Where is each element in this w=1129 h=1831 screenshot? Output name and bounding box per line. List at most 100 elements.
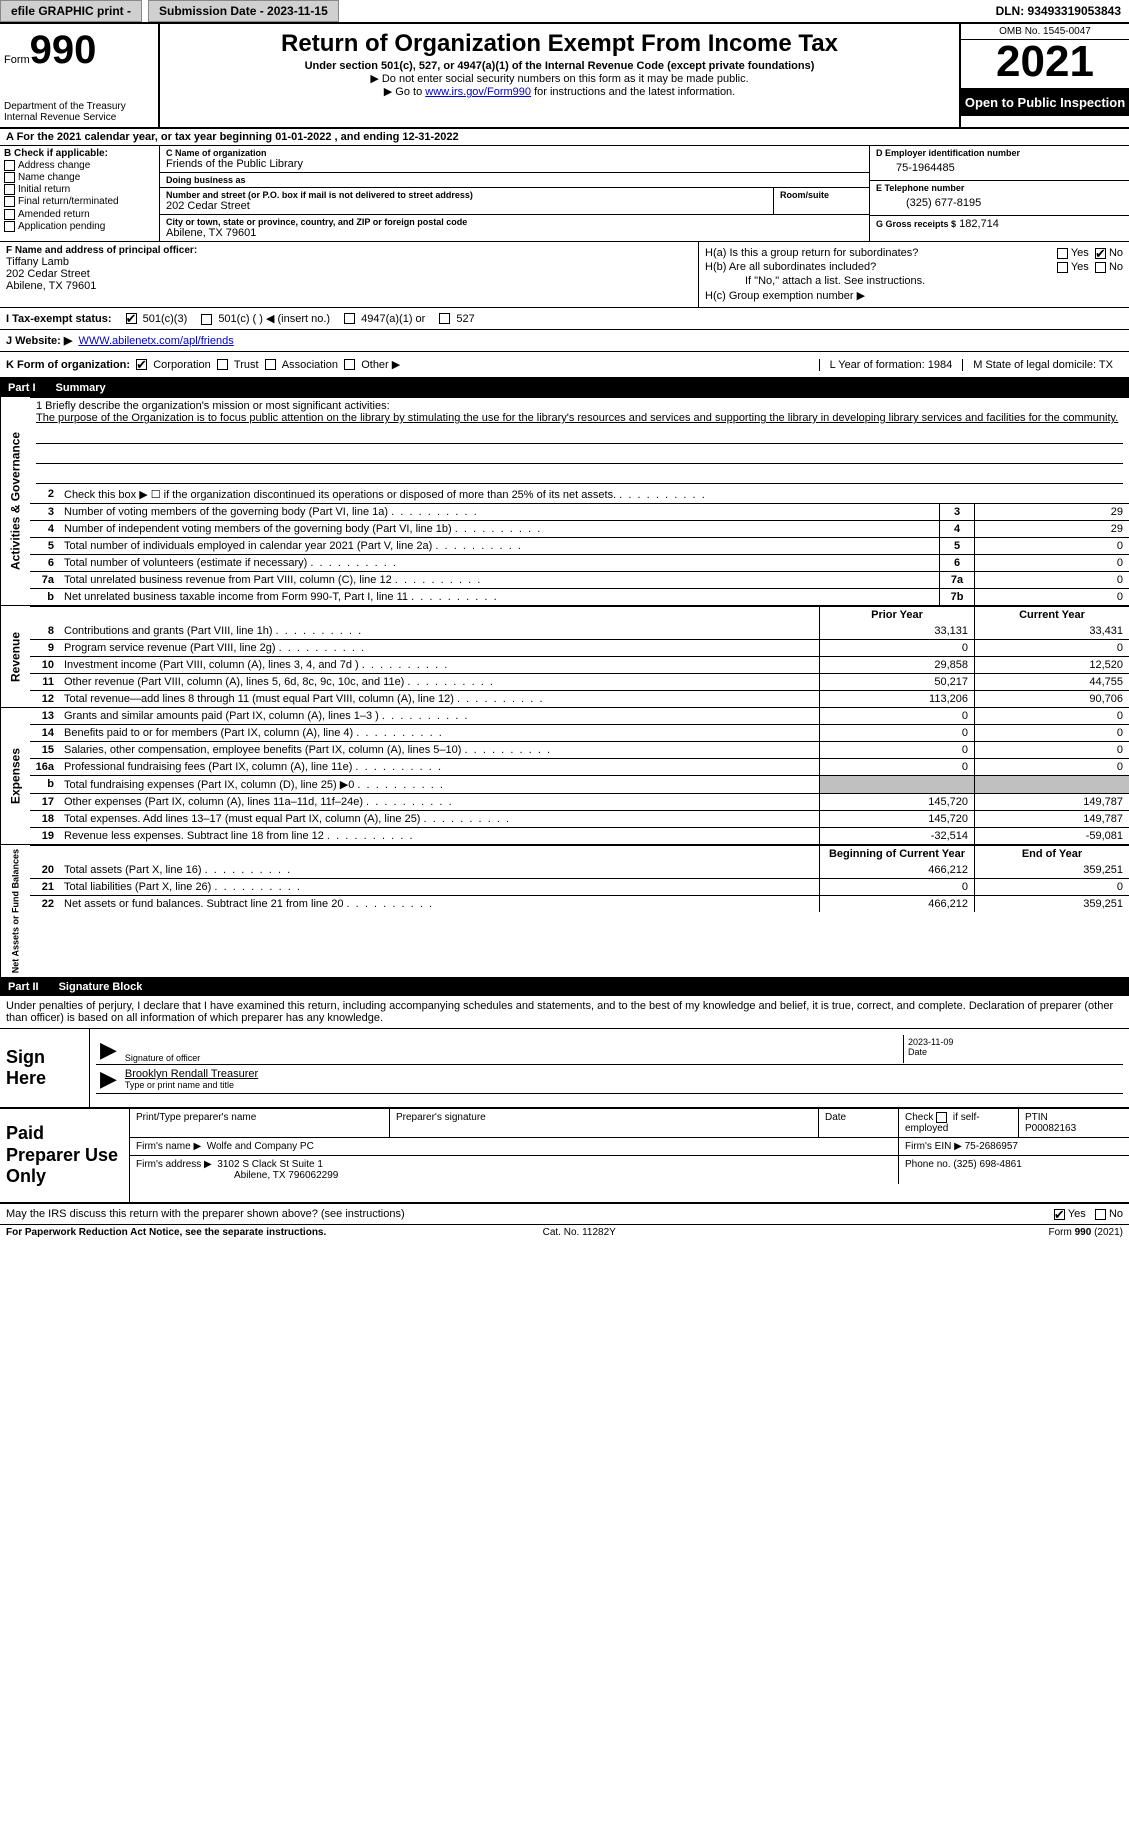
phone-value: (325) 677-8195 bbox=[876, 193, 1123, 213]
arrow-icon: ▶ bbox=[96, 1037, 121, 1063]
officer-addr2: Abilene, TX 79601 bbox=[6, 280, 692, 292]
section-net-assets: Net Assets or Fund Balances Beginning of… bbox=[0, 845, 1129, 978]
form-number: Form990 bbox=[4, 28, 154, 73]
gross-value: 182,714 bbox=[959, 218, 999, 230]
chk-app-pending[interactable]: Application pending bbox=[4, 221, 155, 232]
summary-line: bNet unrelated business taxable income f… bbox=[30, 588, 1129, 605]
summary-line: 12Total revenue—add lines 8 through 11 (… bbox=[30, 690, 1129, 707]
chk-501c3[interactable] bbox=[126, 313, 137, 324]
chk-name-change[interactable]: Name change bbox=[4, 172, 155, 183]
discuss-no[interactable] bbox=[1095, 1209, 1106, 1220]
ha-yes[interactable] bbox=[1057, 248, 1068, 259]
ptin-value: P00082163 bbox=[1025, 1123, 1123, 1134]
summary-line: 5Total number of individuals employed in… bbox=[30, 537, 1129, 554]
part2-header: Part II Signature Block bbox=[0, 978, 1129, 996]
officer-label: F Name and address of principal officer: bbox=[6, 245, 692, 256]
summary-line: 2Check this box ▶ ☐ if the organization … bbox=[30, 486, 1129, 503]
firm-name-label: Firm's name ▶ bbox=[136, 1141, 201, 1152]
form-of-org-row: K Form of organization: Corporation Trus… bbox=[0, 352, 1129, 379]
chk-trust[interactable] bbox=[217, 359, 228, 370]
dept-treasury: Department of the Treasury bbox=[4, 101, 154, 112]
discuss-row: May the IRS discuss this return with the… bbox=[0, 1204, 1129, 1225]
part1-header: Part I Summary bbox=[0, 379, 1129, 397]
top-bar: efile GRAPHIC print - Submission Date - … bbox=[0, 0, 1129, 24]
arrow-icon: ▶ bbox=[96, 1066, 121, 1092]
h-c-line: H(c) Group exemption number ▶ bbox=[705, 289, 1123, 302]
summary-line: 10Investment income (Part VIII, column (… bbox=[30, 656, 1129, 673]
section-revenue: Revenue Prior Year Current Year 8Contrib… bbox=[0, 606, 1129, 708]
tax-year: 2021 bbox=[961, 40, 1129, 89]
mission-block: 1 Briefly describe the organization's mi… bbox=[30, 397, 1129, 486]
summary-line: 18Total expenses. Add lines 13–17 (must … bbox=[30, 810, 1129, 827]
efile-print-button[interactable]: efile GRAPHIC print - bbox=[0, 0, 142, 22]
irs-link[interactable]: www.irs.gov/Form990 bbox=[425, 86, 531, 98]
chk-501c[interactable] bbox=[201, 314, 212, 325]
ha-no[interactable] bbox=[1095, 248, 1106, 259]
summary-line: 14Benefits paid to or for members (Part … bbox=[30, 724, 1129, 741]
chk-self-employed[interactable] bbox=[936, 1112, 947, 1123]
website-link[interactable]: WWW.abilenetx.com/apl/friends bbox=[78, 335, 233, 347]
submission-date-button[interactable]: Submission Date - 2023-11-15 bbox=[148, 0, 339, 22]
chk-initial-return[interactable]: Initial return bbox=[4, 184, 155, 195]
year-formation: L Year of formation: 1984 bbox=[819, 359, 963, 371]
side-revenue: Revenue bbox=[0, 606, 30, 707]
firm-ein: 75-2686957 bbox=[965, 1141, 1018, 1152]
chk-527[interactable] bbox=[439, 313, 450, 324]
summary-line: bTotal fundraising expenses (Part IX, co… bbox=[30, 775, 1129, 793]
firm-phone: (325) 698-4861 bbox=[953, 1159, 1021, 1170]
dln-label: DLN: 93493319053843 bbox=[996, 4, 1129, 18]
h-b-note: If "No," attach a list. See instructions… bbox=[705, 275, 1123, 287]
dba-label: Doing business as bbox=[166, 175, 863, 185]
street-label: Number and street (or P.O. box if mail i… bbox=[166, 190, 767, 200]
check-applicable-label: B Check if applicable: bbox=[4, 148, 155, 159]
summary-line: 19Revenue less expenses. Subtract line 1… bbox=[30, 827, 1129, 844]
city-value: Abilene, TX 79601 bbox=[166, 227, 863, 239]
prep-date-hdr: Date bbox=[819, 1109, 899, 1137]
paperwork-notice: For Paperwork Reduction Act Notice, see … bbox=[6, 1227, 326, 1238]
summary-line: 6Total number of volunteers (estimate if… bbox=[30, 554, 1129, 571]
mission-text: The purpose of the Organization is to fo… bbox=[36, 412, 1123, 424]
summary-line: 16aProfessional fundraising fees (Part I… bbox=[30, 758, 1129, 775]
firm-name: Wolfe and Company PC bbox=[207, 1141, 314, 1152]
chk-corp[interactable] bbox=[136, 359, 147, 370]
section-governance: Activities & Governance 1 Briefly descri… bbox=[0, 397, 1129, 606]
hb-no[interactable] bbox=[1095, 262, 1106, 273]
summary-line: 22Net assets or fund balances. Subtract … bbox=[30, 895, 1129, 912]
officer-group-block: F Name and address of principal officer:… bbox=[0, 242, 1129, 308]
sign-here-label: Sign Here bbox=[0, 1029, 90, 1107]
identity-block: B Check if applicable: Address change Na… bbox=[0, 146, 1129, 242]
cat-no: Cat. No. 11282Y bbox=[543, 1227, 616, 1238]
chk-address-change[interactable]: Address change bbox=[4, 160, 155, 171]
officer-addr1: 202 Cedar Street bbox=[6, 268, 692, 280]
side-net: Net Assets or Fund Balances bbox=[0, 845, 30, 977]
chk-4947[interactable] bbox=[344, 313, 355, 324]
summary-line: 15Salaries, other compensation, employee… bbox=[30, 741, 1129, 758]
org-name: Friends of the Public Library bbox=[166, 158, 863, 170]
state-domicile: M State of legal domicile: TX bbox=[962, 359, 1123, 371]
hb-yes[interactable] bbox=[1057, 262, 1068, 273]
form-footer: Form 990 (2021) bbox=[1049, 1227, 1123, 1238]
summary-line: 3Number of voting members of the governi… bbox=[30, 503, 1129, 520]
summary-line: 8Contributions and grants (Part VIII, li… bbox=[30, 623, 1129, 639]
subtitle-3: ▶ Go to www.irs.gov/Form990 for instruct… bbox=[166, 85, 953, 98]
firm-ein-label: Firm's EIN ▶ bbox=[905, 1141, 962, 1152]
chk-final-return[interactable]: Final return/terminated bbox=[4, 196, 155, 207]
summary-line: 21Total liabilities (Part X, line 26)00 bbox=[30, 878, 1129, 895]
sign-date-label: Date bbox=[908, 1047, 1119, 1057]
officer-printed-name: Brooklyn Rendall Treasurer bbox=[125, 1068, 1119, 1080]
page-footer: For Paperwork Reduction Act Notice, see … bbox=[0, 1225, 1129, 1240]
summary-line: 4Number of independent voting members of… bbox=[30, 520, 1129, 537]
form-title: Return of Organization Exempt From Incom… bbox=[166, 30, 953, 58]
side-governance: Activities & Governance bbox=[0, 397, 30, 605]
website-row: J Website: ▶ WWW.abilenetx.com/apl/frien… bbox=[0, 330, 1129, 352]
discuss-yes[interactable] bbox=[1054, 1209, 1065, 1220]
summary-line: 17Other expenses (Part IX, column (A), l… bbox=[30, 793, 1129, 810]
gross-label: G Gross receipts $ bbox=[876, 219, 956, 229]
chk-other[interactable] bbox=[344, 359, 355, 370]
summary-line: 9Program service revenue (Part VIII, lin… bbox=[30, 639, 1129, 656]
firm-addr2: Abilene, TX 796062299 bbox=[136, 1170, 338, 1181]
summary-line: 7aTotal unrelated business revenue from … bbox=[30, 571, 1129, 588]
ein-label: D Employer identification number bbox=[876, 148, 1123, 158]
chk-amended-return[interactable]: Amended return bbox=[4, 209, 155, 220]
chk-assoc[interactable] bbox=[265, 359, 276, 370]
